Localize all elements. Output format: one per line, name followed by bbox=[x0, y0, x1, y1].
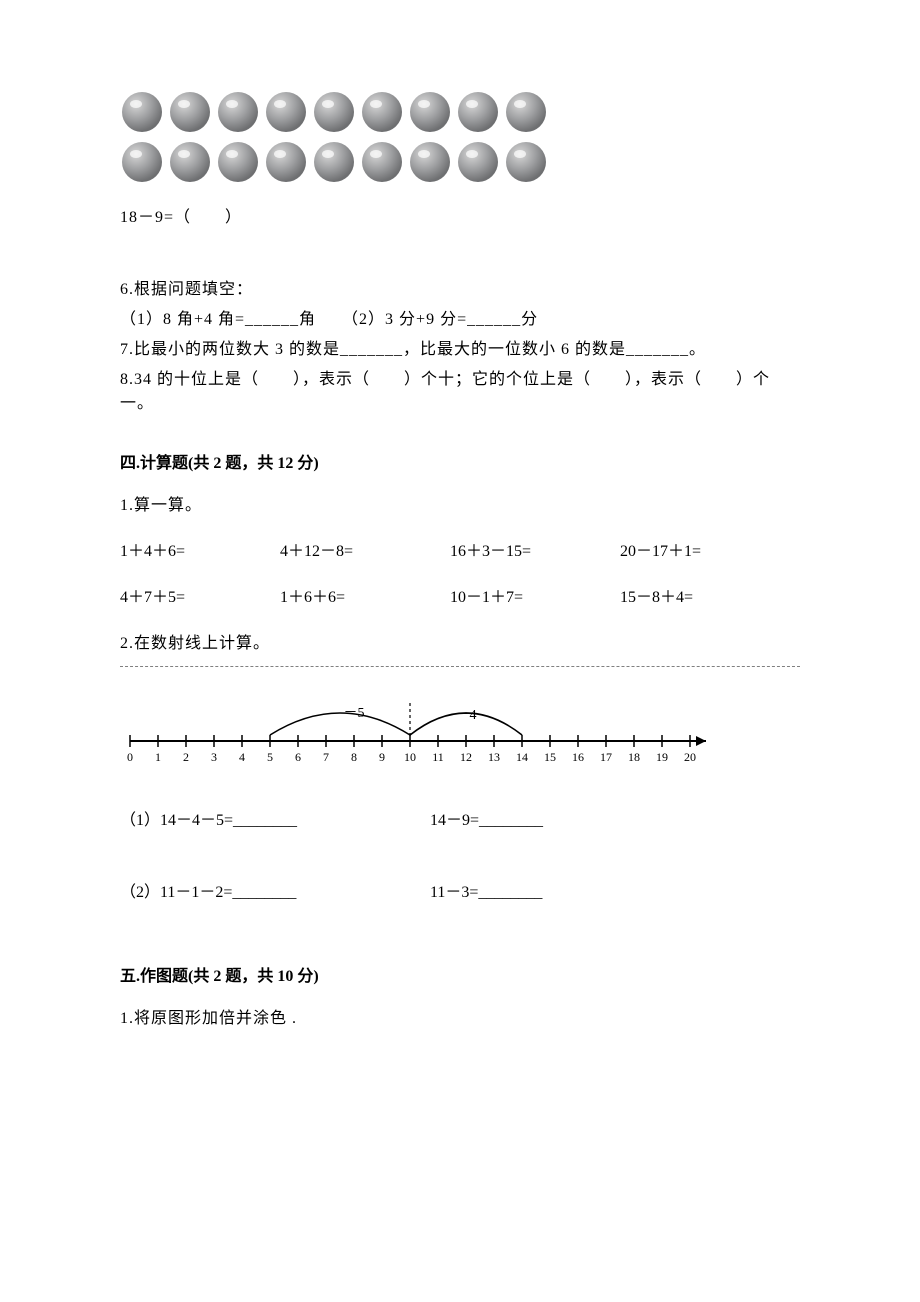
svg-text:1: 1 bbox=[155, 750, 161, 764]
marble-icon bbox=[504, 90, 548, 134]
marble-icon bbox=[360, 140, 404, 184]
number-line-svg: 01234567891011121314151617181920－5－4 bbox=[120, 691, 720, 771]
marble-icon bbox=[504, 140, 548, 184]
calc2-title: 2.在数射线上计算。 bbox=[120, 632, 800, 656]
svg-text:9: 9 bbox=[379, 750, 385, 764]
question-5-equation: 18－9=（ ） bbox=[120, 206, 800, 230]
marble-icon bbox=[312, 140, 356, 184]
svg-text:8: 8 bbox=[351, 750, 357, 764]
marble-icon bbox=[456, 90, 500, 134]
svg-text:13: 13 bbox=[488, 750, 500, 764]
calc1-title: 1.算一算。 bbox=[120, 494, 800, 518]
marble-icon bbox=[168, 90, 212, 134]
svg-text:7: 7 bbox=[323, 750, 329, 764]
svg-text:18: 18 bbox=[628, 750, 640, 764]
marble-icon bbox=[408, 90, 452, 134]
marble-icon bbox=[120, 140, 164, 184]
question-6-line1: （1）8 角+4 角=______角 （2）3 分+9 分=______分 bbox=[120, 308, 800, 332]
marbles-figure bbox=[120, 90, 800, 184]
svg-text:6: 6 bbox=[295, 750, 301, 764]
question-8-line: 8.34 的十位上是（ ），表示（ ）个十；它的个位上是（ ），表示（ ）个一。 bbox=[120, 368, 800, 416]
svg-text:5: 5 bbox=[267, 750, 273, 764]
svg-text:11: 11 bbox=[432, 750, 444, 764]
calc2-sub1a: （1）14－4－5=________ bbox=[120, 809, 430, 833]
calc-cell: 4＋12－8= bbox=[280, 540, 450, 564]
svg-text:20: 20 bbox=[684, 750, 696, 764]
marble-icon bbox=[216, 90, 260, 134]
calc-cell: 20－17＋1= bbox=[620, 540, 790, 564]
marble-icon bbox=[216, 140, 260, 184]
calc-cell: 16＋3－15= bbox=[450, 540, 620, 564]
svg-text:16: 16 bbox=[572, 750, 584, 764]
svg-text:17: 17 bbox=[600, 750, 612, 764]
svg-text:14: 14 bbox=[516, 750, 528, 764]
marble-icon bbox=[408, 140, 452, 184]
svg-text:19: 19 bbox=[656, 750, 668, 764]
svg-text:12: 12 bbox=[460, 750, 472, 764]
dotted-divider bbox=[120, 666, 800, 667]
question-6-title: 6.根据问题填空： bbox=[120, 278, 800, 302]
calc-cell: 1＋6＋6= bbox=[280, 586, 450, 610]
svg-text:3: 3 bbox=[211, 750, 217, 764]
calc2-sub2b: 11－3=________ bbox=[430, 881, 800, 905]
question-7-line: 7.比最小的两位数大 3 的数是_______，比最大的一位数小 6 的数是__… bbox=[120, 338, 800, 362]
calc-cell: 4＋7＋5= bbox=[120, 586, 280, 610]
calc-cell: 1＋4＋6= bbox=[120, 540, 280, 564]
svg-text:4: 4 bbox=[239, 750, 245, 764]
number-line-figure: 01234567891011121314151617181920－5－4 bbox=[120, 691, 800, 779]
marble-icon bbox=[312, 90, 356, 134]
marble-icon bbox=[264, 140, 308, 184]
svg-text:15: 15 bbox=[544, 750, 556, 764]
section-5-q1: 1.将原图形加倍并涂色 . bbox=[120, 1007, 800, 1031]
svg-text:－5: －5 bbox=[344, 706, 365, 721]
svg-text:0: 0 bbox=[127, 750, 133, 764]
calc-cell: 10－1＋7= bbox=[450, 586, 620, 610]
marble-icon bbox=[360, 90, 404, 134]
section-5-heading: 五.作图题(共 2 题，共 10 分) bbox=[120, 965, 800, 989]
marble-icon bbox=[264, 90, 308, 134]
marble-icon bbox=[168, 140, 212, 184]
svg-text:10: 10 bbox=[404, 750, 416, 764]
marble-icon bbox=[456, 140, 500, 184]
calc2-sub2a: （2）11－1－2=________ bbox=[120, 881, 430, 905]
page: 18－9=（ ） 6.根据问题填空： （1）8 角+4 角=______角 （2… bbox=[0, 0, 920, 1097]
svg-text:－4: －4 bbox=[456, 708, 477, 723]
marble-icon bbox=[120, 90, 164, 134]
svg-text:2: 2 bbox=[183, 750, 189, 764]
calc1-grid: 1＋4＋6= 4＋12－8= 16＋3－15= 20－17＋1= 4＋7＋5= … bbox=[120, 540, 800, 610]
calc-cell: 15－8＋4= bbox=[620, 586, 790, 610]
calc2-sub1b: 14－9=________ bbox=[430, 809, 800, 833]
section-4-heading: 四.计算题(共 2 题，共 12 分) bbox=[120, 452, 800, 476]
